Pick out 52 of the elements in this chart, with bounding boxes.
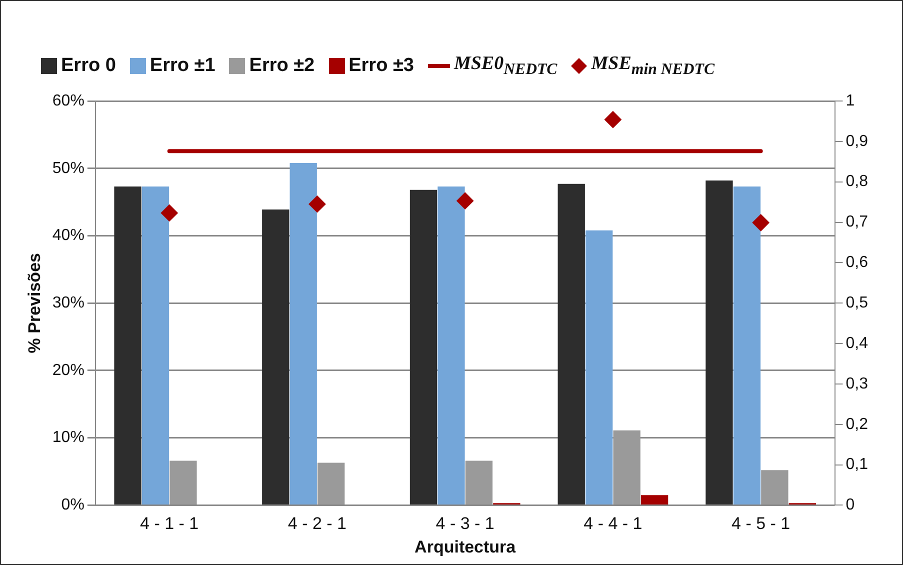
bar [142,186,170,504]
bar [410,190,438,504]
legend-label: Erro ±1 [150,55,216,77]
y-tick-label: 10% [52,429,84,446]
y2-tick-label: 0 [846,496,855,514]
point [160,204,178,222]
y-tick-label: 50% [52,160,84,177]
point [308,196,326,213]
bar [706,180,733,504]
y2-tick-label: 0,5 [846,294,868,312]
bar [262,209,290,504]
y2-tick-label: 0,6 [846,254,868,272]
x-axis-title: Arquitectura [414,537,516,556]
legend-label: Erro 0 [61,55,116,77]
y-tick-label: 40% [52,227,84,244]
y-tick-label: 20% [52,362,84,379]
x-tick-label: 4 - 3 - 1 [436,514,494,534]
bar [761,470,788,504]
x-tick-label: 4 - 4 - 1 [584,514,642,534]
point [456,192,474,210]
bar [114,186,142,504]
y-tick-label: 60% [52,92,84,110]
x-tick-label: 4 - 2 - 1 [288,514,347,534]
bar [290,162,317,504]
x-tick-label: 4 - 5 - 1 [732,514,790,534]
y-tick-label: 0% [61,496,84,514]
bar [733,186,761,504]
y2-tick-label: 0,7 [846,214,868,231]
y2-tick-label: 0,4 [846,334,868,352]
y2-tick-label: 0,8 [846,173,868,190]
y2-tick-label: 0,1 [846,456,868,474]
legend-label: Erro ±2 [249,55,315,77]
bar [438,186,465,504]
point [752,214,770,232]
legend-label: MSE$_{min NEDTC}$ [591,53,715,79]
y2-tick-label: 0,2 [846,416,868,433]
bar [640,495,668,504]
x-tick-label: 4 - 1 - 1 [140,514,199,534]
legend-label: MSE0$_{NEDTC}$ [454,53,558,79]
bar [170,460,197,504]
bar [613,430,640,504]
y-tick-label: 30% [52,294,84,312]
y-axis-title: % Previsões [24,253,44,354]
y2-tick-label: 0,9 [846,132,868,150]
bar [586,230,613,504]
y2-tick-label: 1 [846,92,855,110]
bar [465,460,493,504]
bar [558,184,585,504]
y2-tick-label: 0,3 [846,375,868,392]
bar [318,462,345,504]
legend-label: Erro ±3 [348,55,414,77]
point [604,111,622,128]
